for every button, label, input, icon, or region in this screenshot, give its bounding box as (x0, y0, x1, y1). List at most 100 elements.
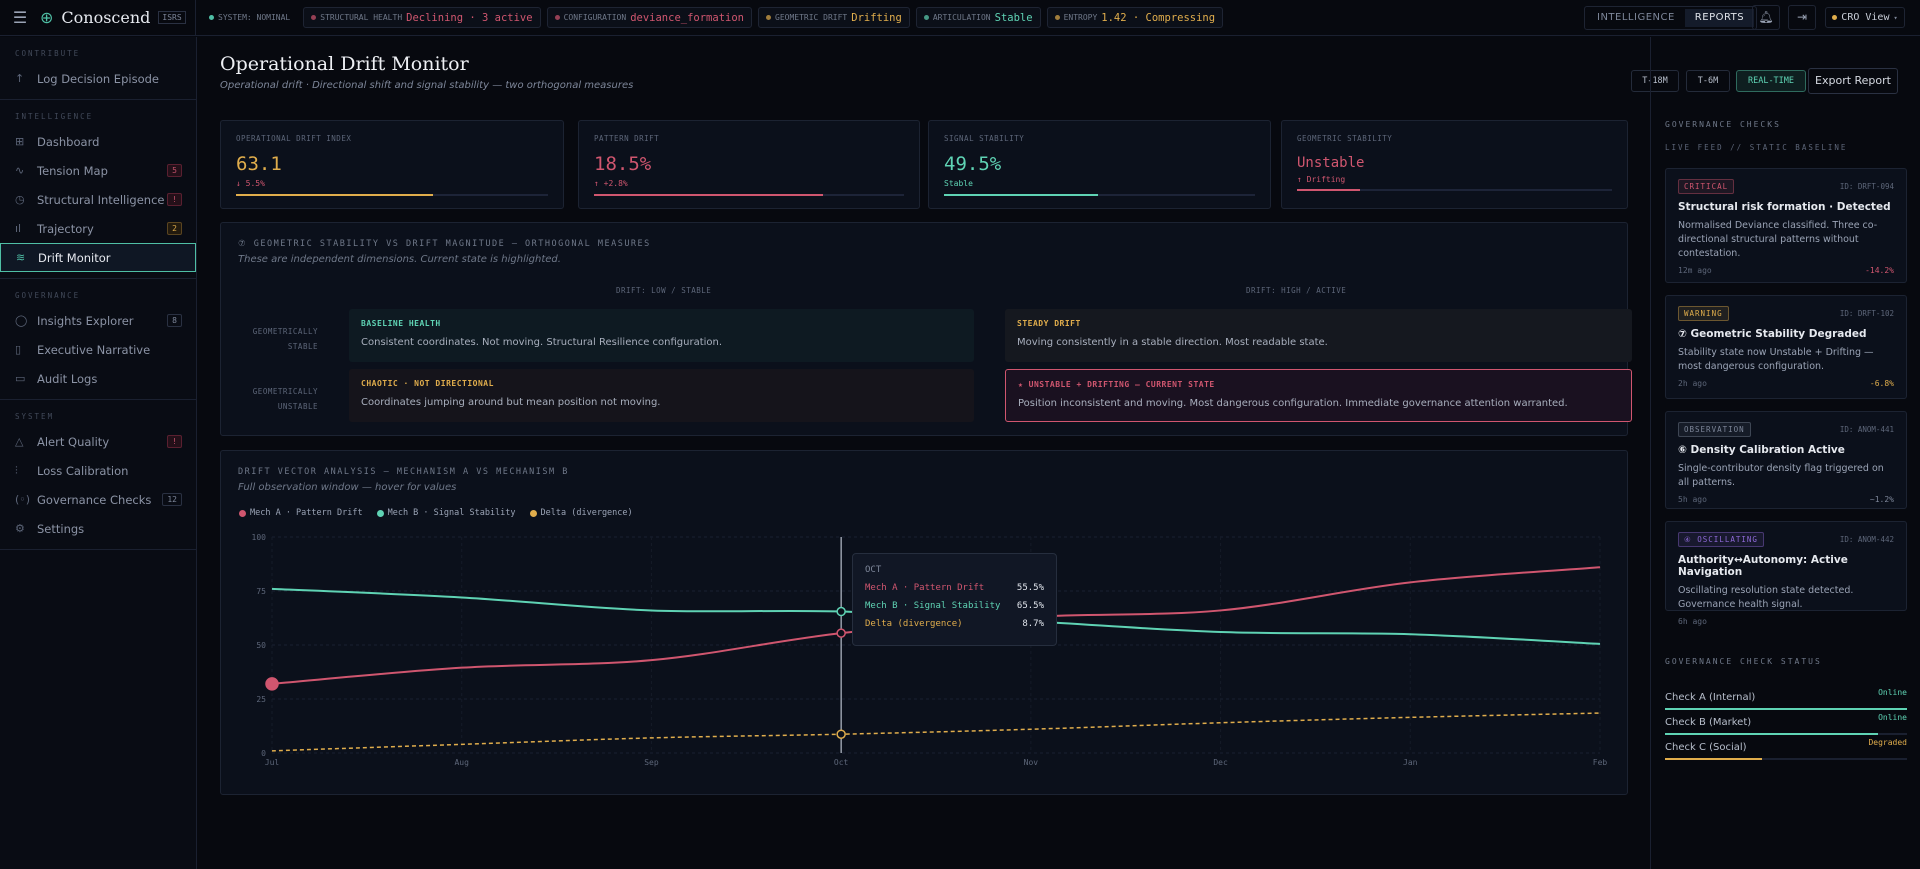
col-label: DRIFT: HIGH / ACTIVE (1246, 286, 1347, 295)
sidebar-item-governance-checks[interactable]: (◦) Governance Checks 12 (0, 485, 196, 514)
sidebar-item-tension-map[interactable]: ∿ Tension Map 5 (0, 156, 196, 185)
menu-icon[interactable]: ☰ (12, 8, 28, 27)
stat-card: PATTERN DRIFT 18.5% ↑ +2.8% (578, 120, 920, 209)
matrix-subtitle: These are independent dimensions. Curren… (238, 254, 561, 265)
page-title: Operational Drift Monitor (220, 53, 469, 75)
alert-id: ID: ANOM-441 (1839, 425, 1894, 434)
status-chip[interactable]: CONFIGURATION deviance_formation (546, 7, 752, 28)
tooltip-row: Delta (divergence) 8.7% (865, 619, 1044, 629)
stat-delta: ↓ 5.5% (236, 179, 265, 188)
sidebar-item-audit-logs[interactable]: ▭ Audit Logs (0, 364, 196, 393)
sidebar-item-label: Trajectory (37, 221, 94, 236)
status-chip[interactable]: GEOMETRIC DRIFT Drifting (758, 7, 910, 28)
sidebar-item-alert-quality[interactable]: △ Alert Quality! (0, 427, 196, 456)
status-dot (1054, 15, 1060, 20)
page-subtitle: Operational drift · Directional shift an… (220, 80, 634, 91)
severity-badge: ④ OSCILLATING (1678, 532, 1764, 547)
chip-label: ARTICULATION (932, 13, 991, 22)
legend-item[interactable]: Mech B · Signal Stability (376, 508, 516, 518)
tab-reports[interactable]: REPORTS (1684, 9, 1755, 27)
status-dot (311, 15, 317, 20)
check-name: Check C (Social) (1665, 742, 1747, 753)
alert-desc: Stability state now Unstable + Drifting … (1678, 347, 1874, 372)
cell-title: CHAOTIC · NOT DIRECTIONAL (361, 379, 494, 388)
alert-title: Structural risk formation · Detected (1678, 201, 1891, 213)
sidebar-item-insights-explorer[interactable]: ◯ Insights Explorer 8 (0, 306, 196, 335)
sidebar-item-executive-narrative[interactable]: ▯ Executive Narrative (0, 335, 196, 364)
logout-icon[interactable]: ⇥ (1788, 5, 1816, 30)
count-badge: 12 (162, 493, 182, 506)
sidebar-item-label: Structural Intelligence (37, 192, 165, 207)
tooltip-series: Mech A · Pattern Drift (865, 583, 985, 593)
chip-value: 1.42 · Compressing (1101, 11, 1216, 24)
sidebar-item-dashboard[interactable]: ⊞ Dashboard (0, 127, 196, 156)
sidebar-item-log-decision-episode[interactable]: ↑ Log Decision Episode (0, 64, 196, 93)
check-status: Degraded (1868, 738, 1907, 747)
chart-tooltip: OCT Mech A · Pattern Drift 55.5% Mech B · … (852, 553, 1057, 646)
severity-badge: CRITICAL (1678, 179, 1735, 194)
sidebar-item-drift-monitor[interactable]: ≋ Drift Monitor (0, 243, 196, 272)
tooltip-series: Delta (divergence) (865, 619, 963, 629)
logo-icon: ⊕ (40, 8, 54, 27)
stat-value: Unstable (1297, 155, 1365, 171)
stat-delta: ↑ Drifting (1297, 175, 1346, 184)
stat-label: SIGNAL STABILITY (944, 134, 1025, 143)
sidebar-item-settings[interactable]: ⚙ Settings (0, 514, 196, 543)
view-selector[interactable]: CRO View ▾ (1825, 7, 1905, 28)
legend-item[interactable]: Delta (divergence) (529, 508, 633, 518)
tooltip-category: OCT (865, 565, 882, 575)
alert-time: 2h ago (1678, 379, 1707, 388)
sidebar-section: INTELLIGENCE ⊞ Dashboard ∿ Tension Map 5 ◷ Stru… (0, 100, 196, 279)
alert-title: ⑥ Density Calibration Active (1678, 444, 1845, 456)
chip-value: deviance_formation (630, 11, 744, 24)
progress-bar (944, 194, 1255, 196)
sidebar-item-label: Drift Monitor (38, 250, 111, 265)
alert-card[interactable]: ④ OSCILLATING ID: ANOM-442 Authority↔Auto… (1665, 521, 1907, 626)
stability-matrix: ⑦ GEOMETRIC STABILITY VS DRIFT MAGNITUDE… (220, 222, 1632, 436)
alert-card[interactable]: WARNING ID: DRFT-102 ⑦ Geometric Stabilit… (1665, 295, 1907, 399)
sidebar-item-label: Settings (37, 521, 85, 536)
cell-title: BASELINE HEALTH (361, 319, 441, 328)
t-18m-button[interactable]: T-18M (1631, 70, 1679, 92)
cell-title: STEADY DRIFT (1017, 319, 1081, 328)
status-chip[interactable]: ARTICULATION Stable (915, 7, 1041, 28)
export-report-button[interactable]: Export Report (1808, 68, 1898, 94)
sidebar-item-structural-intelligence[interactable]: ◷ Structural Intelligence! (0, 185, 196, 214)
count-badge: 2 (167, 222, 182, 235)
row-label: GEOMETRICALLY STABLE (252, 327, 318, 351)
stat-label: PATTERN DRIFT (594, 134, 660, 143)
brand[interactable]: ⊕ Conoscend ISRS (40, 0, 196, 36)
nav-icon: ıl (15, 222, 22, 235)
tooltip-series: Mech B · Signal Stability (865, 601, 1001, 611)
tab-intelligence[interactable]: INTELLIGENCE (1597, 12, 1675, 23)
count-badge: ! (167, 193, 182, 206)
status-chip[interactable]: STRUCTURAL HEALTH Declining · 3 active (303, 7, 541, 28)
sidebar-item-trajectory[interactable]: ıl Trajectory 2 (0, 214, 196, 243)
t-6m-button[interactable]: T-6M (1686, 70, 1730, 92)
nav-icon: ⫶ (15, 463, 18, 477)
panel-title: GOVERNANCE CHECKS (1665, 120, 1781, 129)
real-time-button[interactable]: REAL-TIME (1736, 70, 1806, 92)
alert-card[interactable]: CRITICAL ID: DRFT-094 Structural risk for… (1665, 168, 1907, 283)
status-chip[interactable]: ENTROPY 1.42 · Compressing (1046, 7, 1224, 28)
count-badge: 5 (167, 164, 182, 177)
count-badge: 8 (167, 314, 182, 327)
section-heading: SYSTEM (15, 412, 55, 421)
bell-icon[interactable]: 🔔︎ (1752, 5, 1780, 30)
view-switch[interactable]: INTELLIGENCE REPORTS (1584, 6, 1758, 30)
status-title: GOVERNANCE CHECK STATUS (1665, 657, 1822, 666)
status-dot (554, 15, 560, 20)
chip-label: ENTROPY (1063, 13, 1098, 22)
matrix-title: ⑦ GEOMETRIC STABILITY VS DRIFT MAGNITUDE… (238, 239, 651, 249)
stat-value: 18.5% (594, 153, 652, 175)
sidebar-item-loss-calibration[interactable]: ⫶ Loss Calibration (0, 456, 196, 485)
chip-label: CONFIGURATION (563, 13, 627, 22)
section-heading: CONTRIBUTE (15, 49, 81, 58)
check-status-row: Check A (Internal) Online (1665, 685, 1907, 710)
sidebar-section: CONTRIBUTE ↑ Log Decision Episode (0, 37, 196, 100)
check-level-bar (1665, 758, 1907, 760)
cell-desc: Coordinates jumping around but mean posi… (361, 397, 661, 408)
count-badge: ! (167, 435, 182, 448)
legend-item[interactable]: Mech A · Pattern Drift (239, 508, 363, 518)
alert-card[interactable]: OBSERVATION ID: ANOM-441 ⑥ Density Calibr… (1665, 411, 1907, 509)
